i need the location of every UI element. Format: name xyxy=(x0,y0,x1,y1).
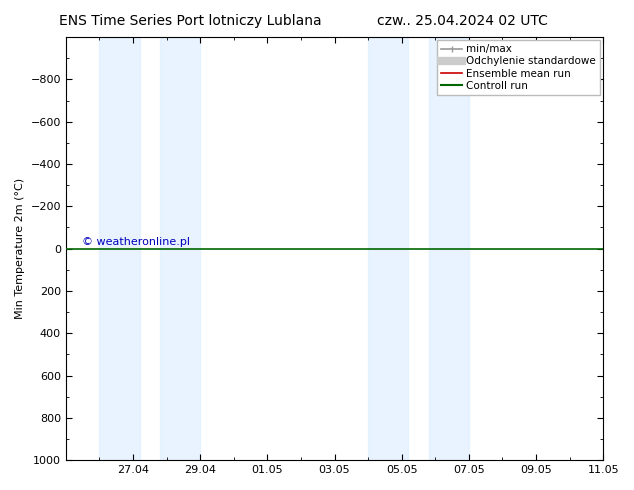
Y-axis label: Min Temperature 2m (°C): Min Temperature 2m (°C) xyxy=(15,178,25,319)
Bar xyxy=(368,37,408,460)
Legend: min/max, Odchylenie standardowe, Ensemble mean run, Controll run: min/max, Odchylenie standardowe, Ensembl… xyxy=(437,40,600,95)
Text: czw.. 25.04.2024 02 UTC: czw.. 25.04.2024 02 UTC xyxy=(377,14,548,28)
Bar xyxy=(160,37,200,460)
Text: ENS Time Series Port lotniczy Lublana: ENS Time Series Port lotniczy Lublana xyxy=(59,14,321,28)
Bar xyxy=(100,37,139,460)
Bar xyxy=(429,37,469,460)
Text: © weatheronline.pl: © weatheronline.pl xyxy=(82,237,190,247)
